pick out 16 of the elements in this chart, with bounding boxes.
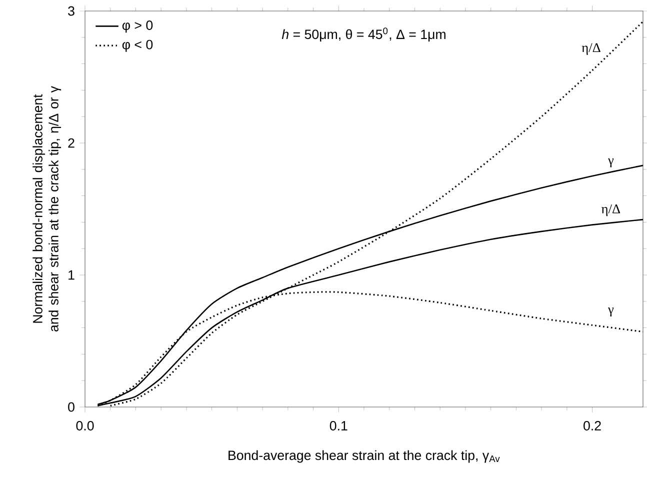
annotation: γ: [608, 158, 614, 168]
x-tick-label: 0.0: [76, 421, 94, 430]
annotation: γ: [608, 307, 614, 316]
x-tick-label: 0.2: [584, 421, 601, 430]
annotation: h = 50μm, θ = 45$^{0}$, Δ = 1μm: [282, 28, 446, 42]
legend-label: φ < 0: [122, 40, 153, 52]
y-tick-label: 3: [68, 6, 74, 16]
y-axis-title: Normalized bond-normal displacement and shear strain at the crack tip, η/Δ or γ: [32, 86, 62, 332]
legend-label: φ > 0: [122, 20, 153, 33]
x-tick-label: 0.1: [330, 421, 348, 430]
y-tick-label: 2: [68, 138, 74, 148]
x-axis-title: Bond-average shear strain at the crack tip, γ$_{Av}$: [228, 450, 500, 463]
y-tick-label: 0: [68, 402, 74, 412]
y-tick-label: 1: [68, 270, 74, 280]
annotation: η/Δ: [602, 204, 620, 216]
annotation: η/Δ: [582, 43, 600, 55]
